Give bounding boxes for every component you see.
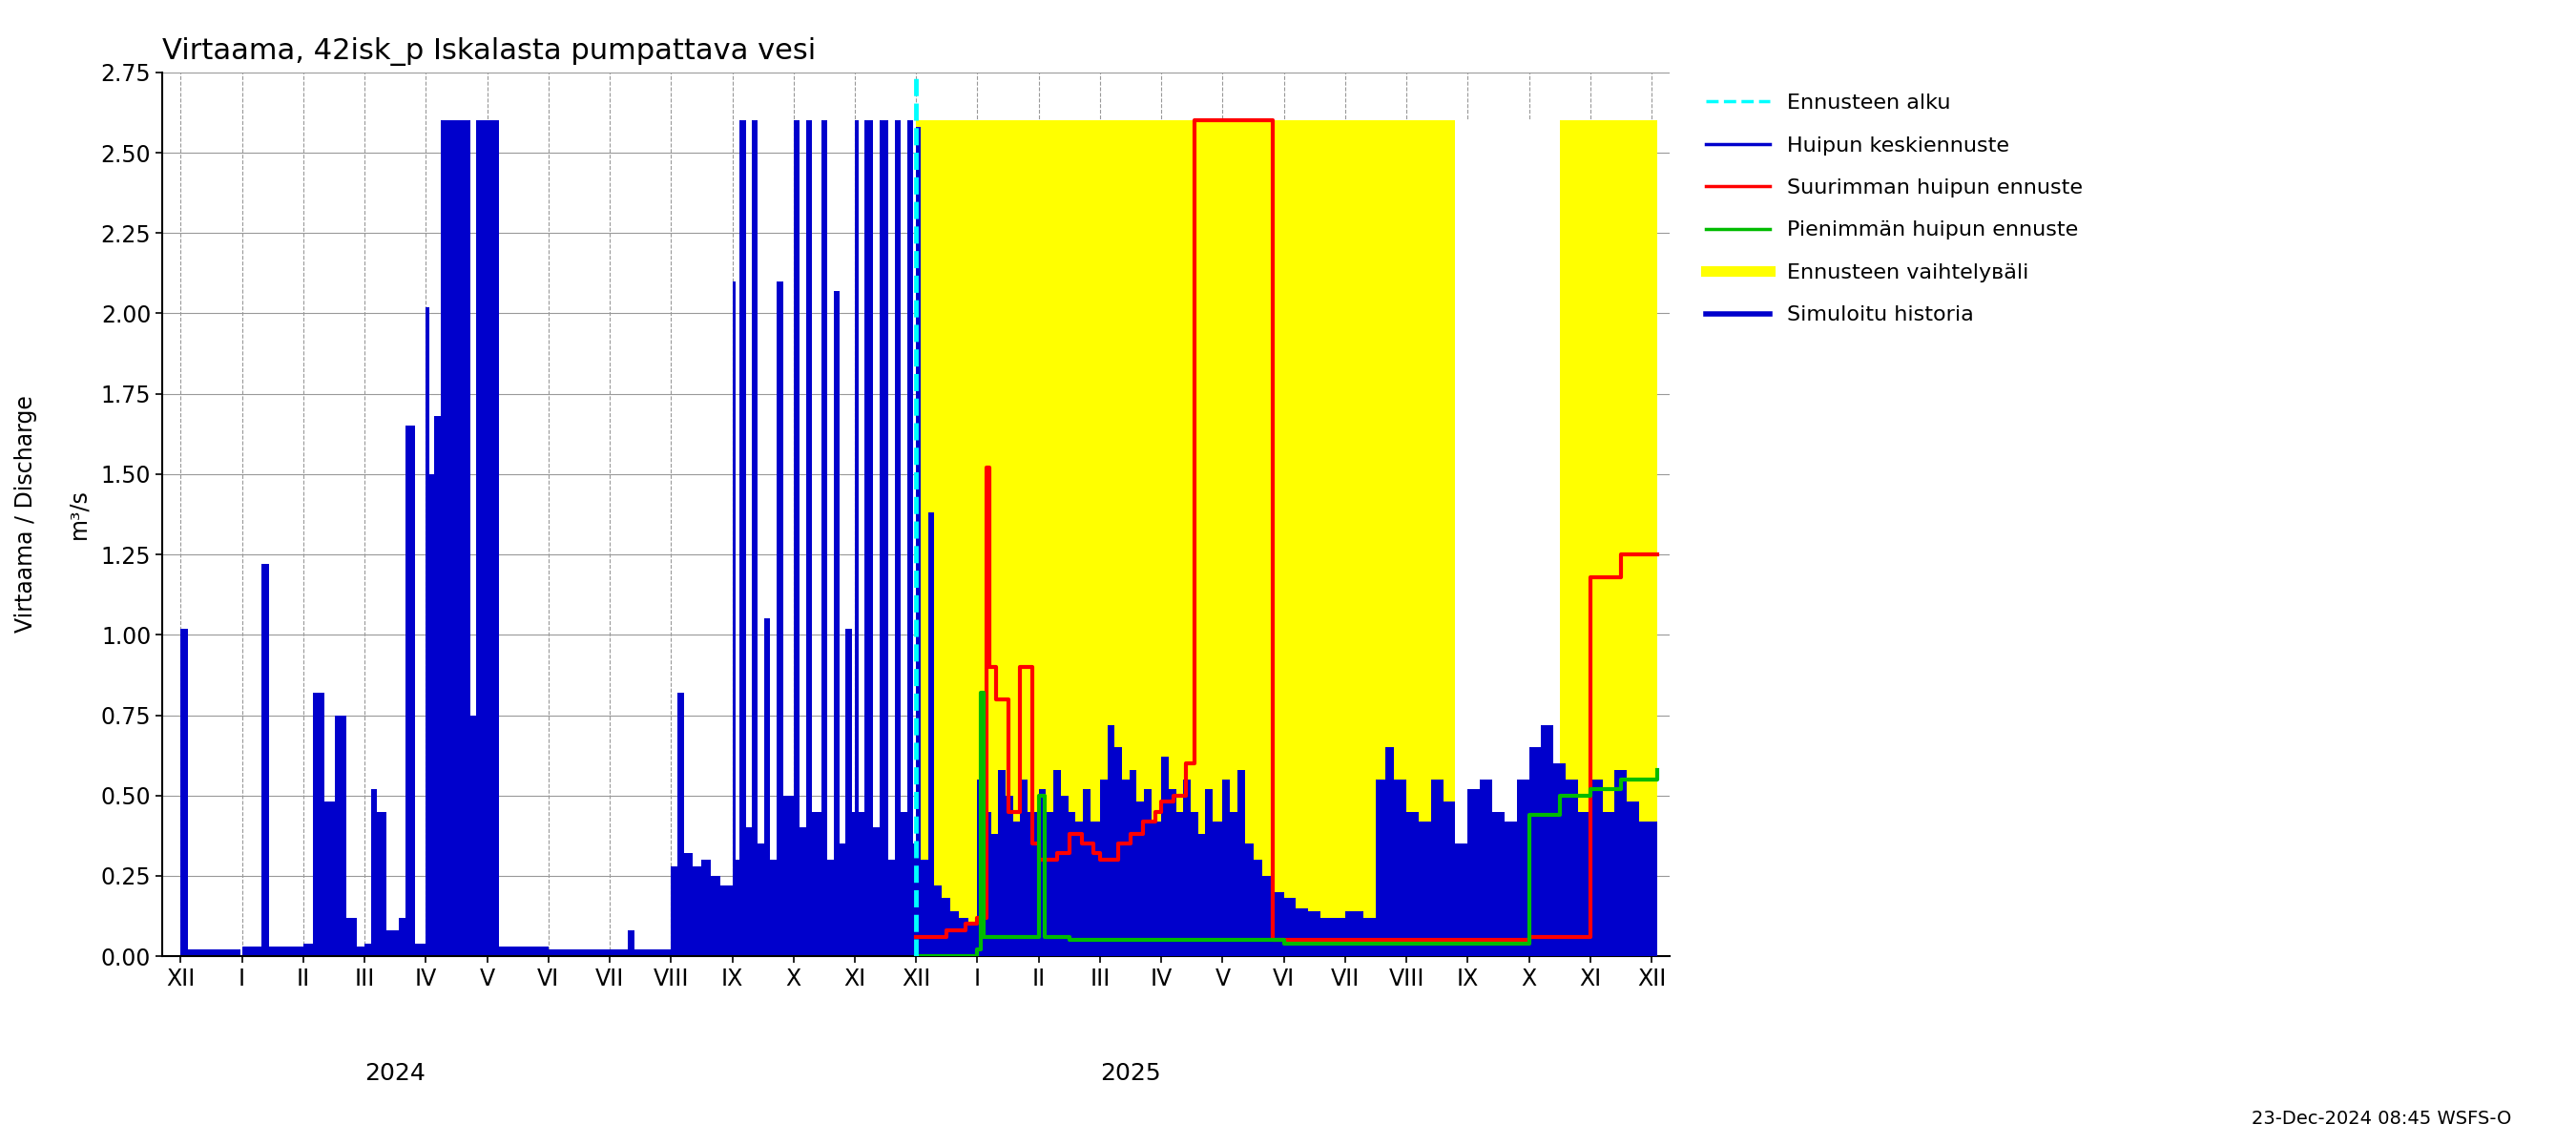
Legend: Ennusteen alku, Huipun keskiennuste, Suurimman huipun ennuste, Pienimmän huipun : Ennusteen alku, Huipun keskiennuste, Suu…	[1695, 82, 2094, 335]
Text: 23-Dec-2024 08:45 WSFS-O: 23-Dec-2024 08:45 WSFS-O	[2251, 1110, 2512, 1128]
Text: 2025: 2025	[1100, 1063, 1162, 1085]
Text: 2024: 2024	[366, 1063, 425, 1085]
Y-axis label: Virtaama / Discharge

m³/s: Virtaama / Discharge m³/s	[15, 395, 90, 633]
Text: Virtaama, 42isk_p Iskalasta pumpattava vesi: Virtaama, 42isk_p Iskalasta pumpattava v…	[162, 37, 817, 65]
